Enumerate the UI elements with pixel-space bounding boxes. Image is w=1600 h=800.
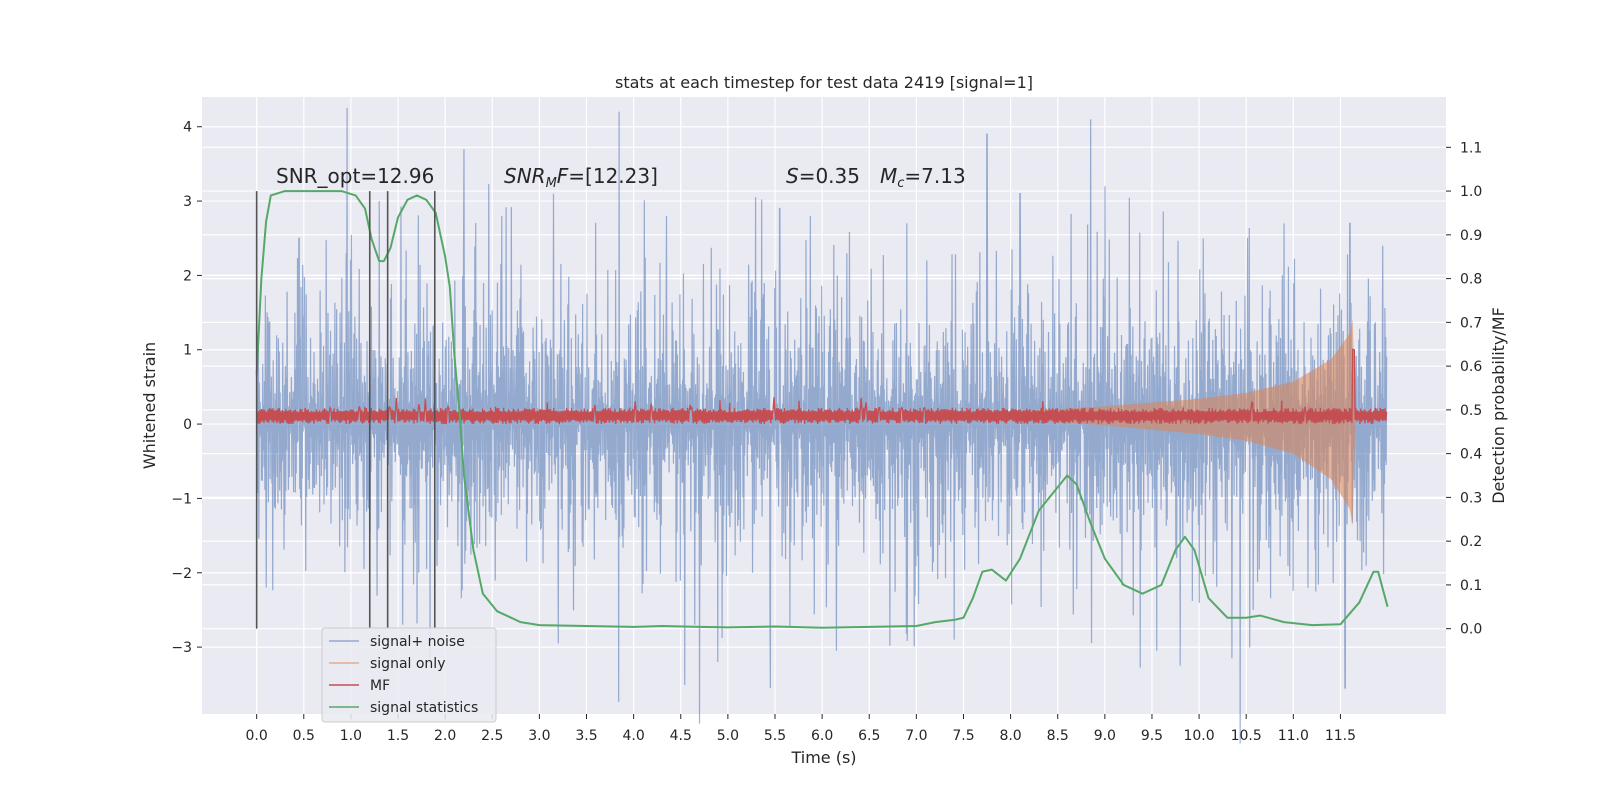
y2-tick-label: 0.9 xyxy=(1460,228,1482,244)
chart-title: stats at each timestep for test data 241… xyxy=(615,73,1033,92)
legend-entry-signal-only: signal only xyxy=(329,656,445,672)
x-tick-label: 8.5 xyxy=(1047,728,1069,744)
x-axis-label: Time (s) xyxy=(790,748,856,767)
y2-tick-label: 0.3 xyxy=(1460,490,1482,506)
x-tick-label: 9.0 xyxy=(1094,728,1116,744)
legend: signal+ noise signal only MF signal stat… xyxy=(321,627,497,723)
annotation-s: S=0.35 xyxy=(786,164,860,188)
series-mf xyxy=(256,349,1388,425)
x-tick-label: 0.5 xyxy=(293,728,315,744)
x-tick-label: 10.5 xyxy=(1231,728,1262,744)
legend-label-signal-statistics: signal statistics xyxy=(370,700,478,716)
y-tick-label: 4 xyxy=(183,120,192,136)
annotation-mc: Mc=7.13 xyxy=(880,164,966,191)
x-tick-label: 11.0 xyxy=(1278,728,1309,744)
snr-mf-symbol: SNR xyxy=(504,164,546,188)
y2-tick-label: 0.6 xyxy=(1460,359,1482,375)
y2-tick-label: 1.1 xyxy=(1460,140,1482,156)
x-tick-label: 1.0 xyxy=(340,728,362,744)
y-tick-label: 2 xyxy=(183,268,192,284)
y-tick-label: −3 xyxy=(171,640,192,656)
x-tick-label: 2.5 xyxy=(481,728,503,744)
y2-axis-label: Detection probability/MF xyxy=(1489,307,1508,504)
y-tick-label: −2 xyxy=(171,566,192,582)
y-tick-label: 1 xyxy=(183,343,192,359)
y2-tick-label: 0.5 xyxy=(1460,403,1482,419)
y2-tick-label: 0.4 xyxy=(1460,447,1482,463)
x-tick-label: 3.0 xyxy=(528,728,550,744)
legend-box xyxy=(321,627,497,723)
y2-tick-label: 1.0 xyxy=(1460,184,1482,200)
y-tick-label: 3 xyxy=(183,194,192,210)
x-tick-label: 6.0 xyxy=(811,728,833,744)
legend-entry-signal-noise: signal+ noise xyxy=(329,634,465,650)
x-tick-label: 5.5 xyxy=(764,728,786,744)
x-tick-label: 4.5 xyxy=(670,728,692,744)
mc-symbol: M xyxy=(880,164,897,188)
annotation-snr-opt: SNR_opt=12.96 xyxy=(276,164,434,188)
series-signal-noise xyxy=(256,107,1388,744)
y-axis-label: Whitened strain xyxy=(140,342,159,469)
x-tick-label: 0.0 xyxy=(246,728,268,744)
annotations: SNR_opt=12.96 SNRMF=[12.23] S=0.35 Mc=7.… xyxy=(276,164,966,191)
series-signal-statistics xyxy=(255,190,1389,629)
ticks: 0.0 0.5 1.0 1.5 2.0 2.5 3.0 3.5 4.0 4.5 5.0 5.5 6.0 6… xyxy=(171,120,1482,744)
y2-tick-label: 0.1 xyxy=(1460,578,1482,594)
snr-mf-f: F xyxy=(557,164,569,188)
mc-value: =7.13 xyxy=(904,164,965,188)
x-tick-label: 3.5 xyxy=(575,728,597,744)
x-tick-label: 7.5 xyxy=(952,728,974,744)
y2-tick-label: 0.0 xyxy=(1460,622,1482,638)
y2-tick-label: 0.2 xyxy=(1460,534,1482,550)
y2-tick-label: 0.8 xyxy=(1460,272,1482,288)
vertical-markers xyxy=(255,191,436,629)
y-tick-label: −1 xyxy=(171,491,192,507)
x-tick-label: 2.0 xyxy=(434,728,456,744)
x-tick-label: 4.0 xyxy=(622,728,644,744)
x-tick-label: 9.5 xyxy=(1141,728,1163,744)
snr-mf-subscript: M xyxy=(546,176,557,191)
annotation-snr-mf: SNRMF=[12.23] xyxy=(504,164,658,191)
x-tick-label: 5.0 xyxy=(717,728,739,744)
x-tick-label: 8.0 xyxy=(999,728,1021,744)
x-tick-label: 1.5 xyxy=(387,728,409,744)
y2-tick-label: 0.7 xyxy=(1460,315,1482,331)
legend-label-signal-only: signal only xyxy=(370,656,445,672)
s-symbol: S xyxy=(786,164,799,188)
mc-subscript: c xyxy=(897,176,904,191)
s-value: =0.35 xyxy=(799,164,860,188)
x-tick-label: 11.5 xyxy=(1325,728,1356,744)
snr-mf-value: =[12.23] xyxy=(568,164,658,188)
legend-entry-signal-statistics: signal statistics xyxy=(329,700,478,716)
series-layer xyxy=(255,107,1389,744)
x-tick-label: 10.0 xyxy=(1183,728,1214,744)
legend-label-signal-noise: signal+ noise xyxy=(370,634,465,650)
x-tick-label: 7.0 xyxy=(905,728,927,744)
x-tick-label: 6.5 xyxy=(858,728,880,744)
y-tick-label: 0 xyxy=(183,417,192,433)
legend-entry-mf: MF xyxy=(329,678,390,694)
legend-label-mf: MF xyxy=(370,678,390,694)
